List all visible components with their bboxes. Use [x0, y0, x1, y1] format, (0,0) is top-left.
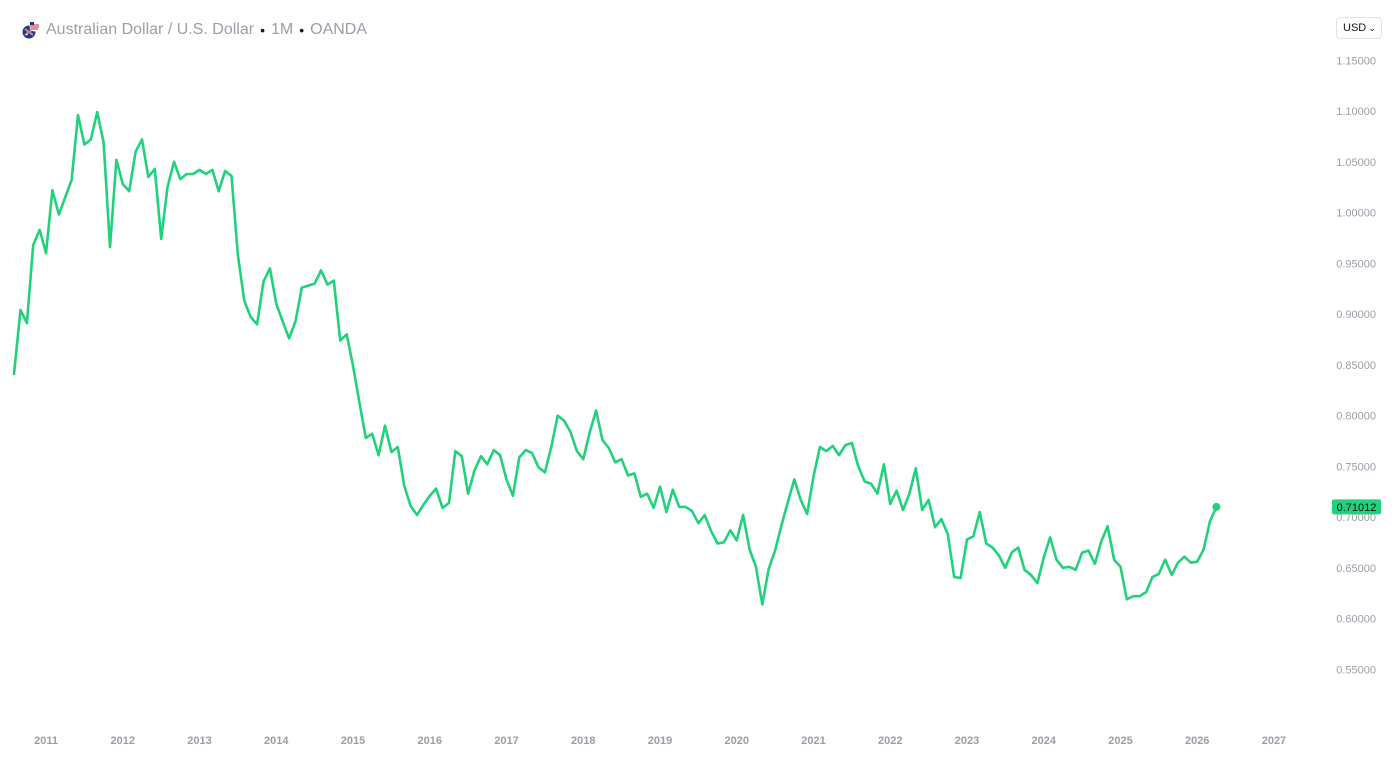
plot-area[interactable] [12, 110, 1221, 606]
x-tick-label: 2019 [648, 735, 672, 747]
x-tick-label: 2011 [34, 735, 58, 747]
currency-unit-select[interactable]: USD ⌄ [1336, 17, 1382, 39]
x-tick-label: 2017 [494, 735, 518, 747]
currency-unit-value: USD [1343, 22, 1367, 34]
y-tick-label: 0.75000 [1336, 461, 1376, 473]
last-price-marker: 0.71012 [1332, 499, 1381, 515]
y-tick-label: 0.55000 [1336, 664, 1376, 676]
x-tick-label: 2026 [1185, 735, 1209, 747]
separator-dot: • [299, 22, 305, 38]
symbol-header[interactable]: Australian Dollar / U.S. Dollar • 1M • O… [22, 18, 367, 42]
price-series-line [12, 110, 1218, 606]
y-tick-label: 0.95000 [1336, 258, 1376, 270]
x-tick-label: 2023 [955, 735, 979, 747]
time-axis[interactable]: 2011 2012 2013 2014 2015 2016 2017 2018 2019 2020… [34, 735, 1286, 747]
x-tick-label: 2018 [571, 735, 595, 747]
y-tick-label: 0.60000 [1336, 614, 1376, 626]
last-point-dot [1212, 502, 1221, 511]
separator-dot: • [260, 22, 265, 38]
x-tick-label: 2014 [264, 735, 289, 747]
y-tick-label: 0.85000 [1336, 360, 1376, 372]
last-price-badge [1332, 499, 1381, 515]
y-tick-label: 0.65000 [1336, 563, 1376, 575]
x-tick-label: 2012 [111, 735, 135, 747]
x-tick-label: 2022 [878, 735, 902, 747]
y-tick-label: 1.05000 [1336, 157, 1376, 169]
chevron-down-icon: ⌄ [1368, 22, 1376, 33]
x-tick-label: 2015 [341, 735, 365, 747]
aud-usd-flag-icon [22, 21, 40, 39]
x-tick-label: 2016 [418, 735, 442, 747]
x-tick-label: 2024 [1031, 735, 1056, 747]
source-label[interactable]: OANDA [310, 21, 368, 38]
last-price-label: 0.71012 [1337, 502, 1377, 514]
symbol-name[interactable]: Australian Dollar / U.S. Dollar [46, 21, 255, 38]
x-tick-label: 2025 [1108, 735, 1132, 747]
y-tick-label: 0.80000 [1336, 411, 1376, 423]
y-tick-label: 1.00000 [1336, 208, 1376, 220]
x-tick-label: 2027 [1262, 735, 1286, 747]
price-axis[interactable]: 1.15000 1.10000 1.05000 1.00000 0.95000 0.900… [1336, 55, 1376, 676]
y-tick-label: 1.10000 [1336, 106, 1376, 118]
y-tick-label: 1.15000 [1336, 55, 1376, 67]
y-tick-label: 0.70000 [1336, 512, 1376, 524]
interval-label[interactable]: 1M [270, 21, 294, 38]
x-tick-label: 2021 [801, 735, 825, 747]
x-tick-label: 2013 [187, 735, 211, 747]
y-tick-label: 0.90000 [1336, 309, 1376, 321]
x-tick-label: 2020 [725, 735, 749, 747]
